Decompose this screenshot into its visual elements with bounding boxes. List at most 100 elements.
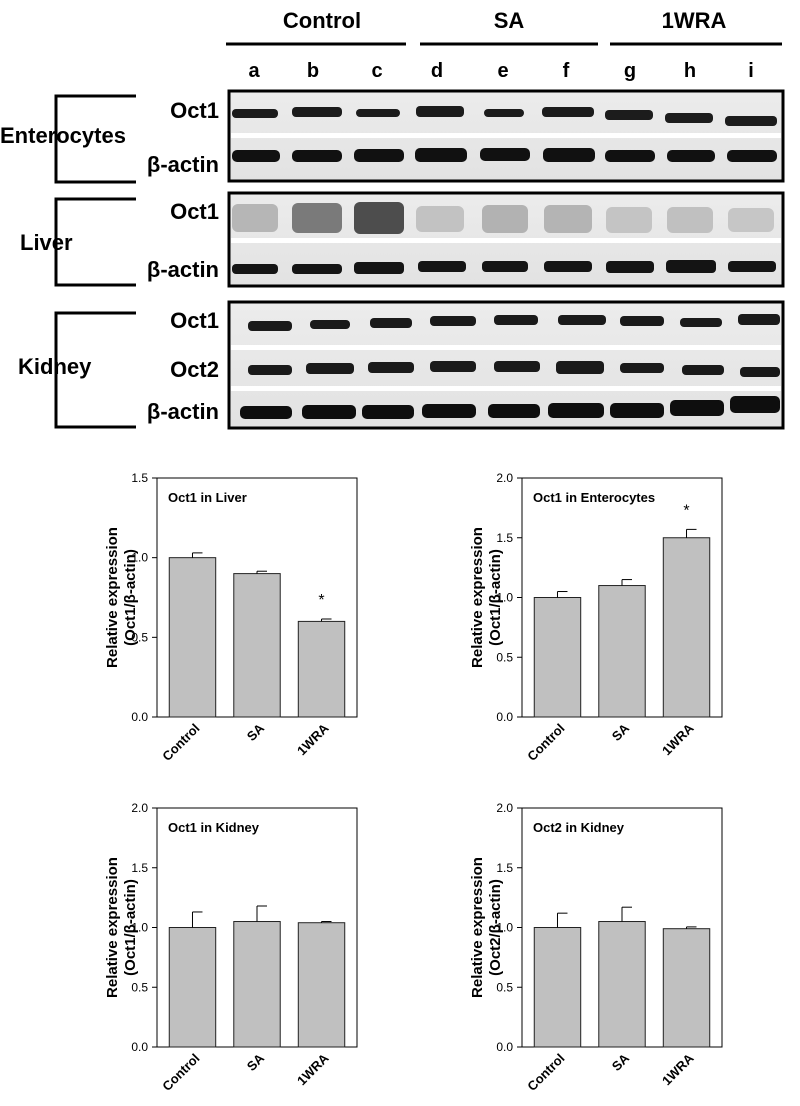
y-tick-label: 1.0 <box>131 921 148 935</box>
band <box>416 106 464 117</box>
band <box>670 400 724 416</box>
band <box>292 107 342 117</box>
y-tick-label: 2.0 <box>131 801 148 815</box>
bar <box>598 921 646 1048</box>
band-label-beta-actin: β-actin <box>147 152 219 177</box>
membrane-divider <box>231 238 781 243</box>
lane-label: e <box>497 60 508 82</box>
band-label-beta-actin: β-actin <box>147 399 219 424</box>
bar <box>233 573 281 718</box>
band <box>370 318 412 328</box>
band <box>543 148 595 162</box>
band <box>544 261 592 272</box>
bar <box>168 557 217 718</box>
y-axis-label: (Oct2/β-actin) <box>487 879 504 976</box>
band <box>415 148 467 162</box>
y-tick-label: 1.5 <box>496 531 513 545</box>
category-label: SA <box>609 1050 633 1074</box>
membrane-divider <box>231 386 781 391</box>
y-tick-label: 2.0 <box>496 471 513 485</box>
y-tick-label: 0.5 <box>496 980 513 994</box>
band-label-beta-actin: β-actin <box>147 257 219 282</box>
band <box>422 404 476 418</box>
band <box>605 150 655 162</box>
bar <box>662 928 711 1048</box>
tissue-bracket-kidney <box>54 311 136 429</box>
band <box>548 403 604 418</box>
bar-chart-oct1-kidney: Oct1 in Kidney 0.0 0.5 1.0 1.5 2.0 Relative ex… <box>104 801 358 1094</box>
bar-chart-oct2-kidney: Oct2 in Kidney 0.0 0.5 1.0 1.5 2.0 Relative ex… <box>469 801 723 1094</box>
group-label-1wra: 1WRA <box>662 8 727 33</box>
category-label: SA <box>244 1050 268 1074</box>
group-label-sa: SA <box>494 8 525 33</box>
band <box>480 148 530 161</box>
band <box>354 262 404 274</box>
band <box>302 405 356 419</box>
band <box>484 109 524 117</box>
band <box>620 363 664 373</box>
y-tick-label: 0.5 <box>131 630 148 644</box>
category-label: Control <box>159 721 202 764</box>
band <box>418 261 466 272</box>
membrane-divider <box>231 133 781 138</box>
chart-title: Oct1 in Liver <box>168 490 247 505</box>
bar <box>662 537 711 718</box>
band <box>665 113 713 123</box>
tissue-label-enterocytes: Enterocytes <box>0 123 126 148</box>
band <box>727 150 777 162</box>
band <box>310 320 350 329</box>
bar-chart-oct1-enterocytes: Oct1 in Enterocytes 0.0 0.5 1.0 1.5 2.0 Relati… <box>469 471 723 764</box>
band <box>738 314 780 325</box>
y-tick-label: 1.5 <box>131 471 148 485</box>
band <box>292 203 342 233</box>
lane-label: i <box>748 60 754 82</box>
band <box>430 316 476 326</box>
y-tick-label: 1.0 <box>496 591 513 605</box>
category-label: Control <box>524 1051 567 1094</box>
bar <box>598 585 646 718</box>
y-tick-label: 0.0 <box>496 710 513 724</box>
category-label: 1WRA <box>294 1050 332 1088</box>
band <box>232 109 278 118</box>
tissue-label-kidney: Kidney <box>18 354 92 379</box>
band-row-kidney-oct1 <box>248 314 780 331</box>
bar <box>533 927 582 1048</box>
band <box>292 264 342 274</box>
y-tick-label: 0.0 <box>496 1040 513 1054</box>
band <box>682 365 724 375</box>
band <box>728 208 774 232</box>
category-label: 1WRA <box>659 720 697 758</box>
band-row-enterocytes-beta-actin <box>232 148 777 162</box>
band <box>232 264 278 274</box>
band <box>232 204 278 232</box>
band <box>430 361 476 372</box>
band <box>306 363 354 374</box>
band-label-oct2: Oct2 <box>170 357 219 382</box>
category-label: SA <box>609 720 633 744</box>
band <box>232 150 280 162</box>
chart-title: Oct1 in Enterocytes <box>533 490 655 505</box>
y-tick-label: 1.0 <box>496 921 513 935</box>
y-axis-label: (Oct1/β-actin) <box>122 879 139 976</box>
band-row-enterocytes-oct1 <box>232 106 777 126</box>
y-tick-label: 2.0 <box>496 801 513 815</box>
bar <box>533 597 582 718</box>
band <box>482 261 528 272</box>
band <box>558 315 606 325</box>
band-row-liver-oct1 <box>232 202 774 234</box>
group-label-control: Control <box>283 8 361 33</box>
band-row-liver-beta-actin <box>232 260 776 274</box>
lane-label: h <box>684 60 696 82</box>
bar <box>297 620 346 718</box>
band <box>740 367 780 377</box>
band <box>488 404 540 418</box>
y-tick-label: 0.0 <box>131 710 148 724</box>
band <box>248 321 292 331</box>
band <box>680 318 722 327</box>
chart-title: Oct2 in Kidney <box>533 820 625 835</box>
band <box>416 206 464 232</box>
lane-label: f <box>563 60 570 82</box>
band <box>354 202 404 234</box>
y-axis-label: Relative expression <box>469 527 486 668</box>
band <box>494 315 538 325</box>
